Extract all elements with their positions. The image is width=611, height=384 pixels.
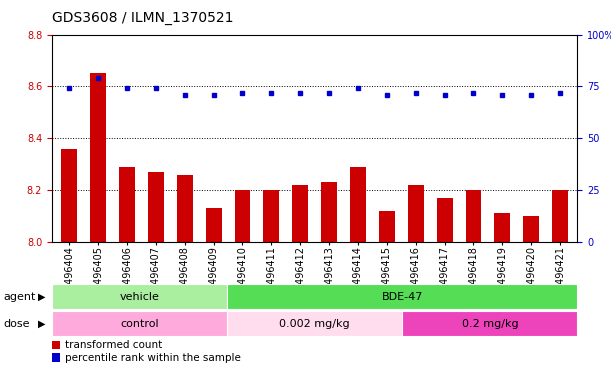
Bar: [292, 185, 308, 242]
Bar: [227, 311, 402, 336]
Bar: [523, 216, 539, 242]
Bar: [408, 185, 423, 242]
Bar: [494, 214, 510, 242]
Text: vehicle: vehicle: [120, 291, 159, 302]
Text: dose: dose: [3, 318, 29, 329]
Bar: [402, 311, 577, 336]
Bar: [437, 198, 453, 242]
Text: ▶: ▶: [38, 318, 45, 329]
Text: 0.002 mg/kg: 0.002 mg/kg: [279, 318, 350, 329]
Text: ▶: ▶: [38, 291, 45, 302]
Bar: [61, 149, 77, 242]
Text: control: control: [120, 318, 159, 329]
Text: GDS3608 / ILMN_1370521: GDS3608 / ILMN_1370521: [52, 11, 233, 25]
Text: BDE-47: BDE-47: [381, 291, 423, 302]
Bar: [552, 190, 568, 242]
Bar: [466, 190, 481, 242]
Bar: [148, 172, 164, 242]
Text: transformed count: transformed count: [65, 340, 162, 350]
Text: 0.2 mg/kg: 0.2 mg/kg: [461, 318, 518, 329]
Bar: [321, 182, 337, 242]
Bar: [227, 284, 577, 309]
Text: agent: agent: [3, 291, 35, 302]
Bar: [90, 73, 106, 242]
Bar: [235, 190, 251, 242]
Bar: [52, 284, 227, 309]
Bar: [206, 208, 222, 242]
Bar: [350, 167, 366, 242]
Bar: [263, 190, 279, 242]
Text: percentile rank within the sample: percentile rank within the sample: [65, 353, 241, 362]
Bar: [177, 175, 192, 242]
Bar: [52, 311, 227, 336]
Bar: [379, 211, 395, 242]
Bar: [119, 167, 135, 242]
